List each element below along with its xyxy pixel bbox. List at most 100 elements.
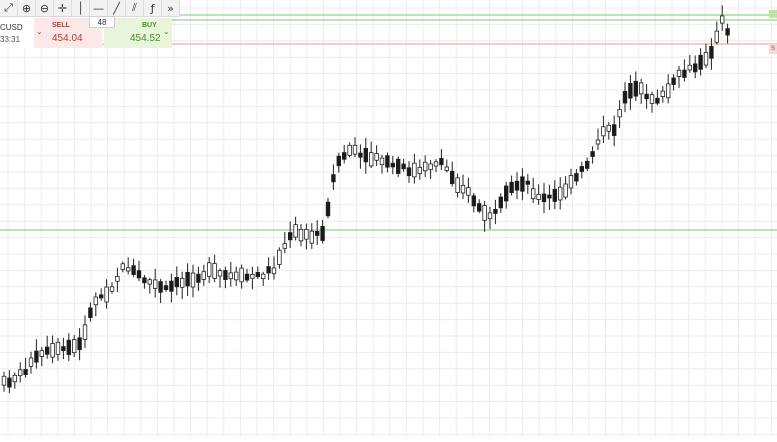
candle-body xyxy=(163,285,169,291)
trend-line-icon[interactable]: ╱ xyxy=(108,0,126,16)
candle-body xyxy=(563,183,568,198)
candle-body xyxy=(142,277,147,284)
candle-body xyxy=(595,139,601,145)
candle-body xyxy=(72,339,77,354)
buy-line-handle[interactable] xyxy=(769,10,777,18)
sell-price: 454.04 xyxy=(52,33,83,44)
symbol-name: CUSD xyxy=(0,23,23,32)
candle-body xyxy=(363,147,368,163)
buy-label: BUY xyxy=(142,22,157,29)
candle-body xyxy=(639,82,644,95)
candle-body xyxy=(633,80,638,97)
candle-body xyxy=(698,54,703,70)
candle-body xyxy=(568,175,574,189)
candle-body xyxy=(233,271,239,281)
crosshair-icon[interactable]: ✛ xyxy=(54,0,72,16)
candle-body xyxy=(374,153,379,161)
candle-body xyxy=(223,270,228,281)
candle-body xyxy=(671,77,676,85)
candle-body xyxy=(23,369,28,375)
chevron-down-icon[interactable]: ⌄ xyxy=(36,27,43,36)
candle-body xyxy=(439,157,444,166)
candle-body xyxy=(93,296,98,306)
more-tools-icon[interactable]: » xyxy=(162,0,180,16)
buy-button[interactable]: BUY 454.52 ⌄ xyxy=(104,18,172,48)
candle-body xyxy=(660,90,665,97)
candle-body xyxy=(498,196,503,209)
lot-size-input[interactable]: 48 xyxy=(89,16,115,28)
candle-body xyxy=(579,166,584,172)
candle-body xyxy=(206,262,212,277)
candle-body xyxy=(606,124,611,132)
horizontal-line-icon[interactable]: — xyxy=(90,0,108,16)
candle-body xyxy=(217,270,223,277)
candle-body xyxy=(449,170,455,185)
candle-body xyxy=(152,279,158,289)
candle-body xyxy=(331,174,336,183)
candle-body xyxy=(720,15,725,24)
candle-body xyxy=(325,201,331,217)
candle-body xyxy=(417,167,422,174)
candle-body xyxy=(82,324,88,340)
candle-body xyxy=(676,69,682,77)
candle-body xyxy=(115,276,120,282)
candle-body xyxy=(514,180,520,191)
zoom-out-icon[interactable]: ⊖ xyxy=(36,0,54,16)
candle-body xyxy=(503,185,509,202)
vertical-line-icon[interactable]: │ xyxy=(72,0,90,16)
candle-body xyxy=(260,273,266,280)
zoom-in-icon[interactable]: ⊕ xyxy=(18,0,36,16)
candle-body xyxy=(136,270,142,279)
candle-body xyxy=(109,286,115,292)
candle-body xyxy=(687,64,692,71)
candle-body xyxy=(352,144,358,155)
candle-body xyxy=(428,163,433,171)
candle-body xyxy=(28,357,34,367)
channel-icon[interactable]: ⫽ xyxy=(126,0,144,16)
trade-ticket: CUSD 33:31 ⌄ SELL 454.04 BUY 454.52 ⌄ 48 xyxy=(0,16,172,48)
candle-body xyxy=(709,46,714,59)
candle-body xyxy=(655,97,660,104)
candle-body xyxy=(336,155,341,167)
crosshair-chart-icon[interactable]: ⤢ xyxy=(0,0,18,16)
sell-line-handle[interactable]: S xyxy=(769,44,777,54)
candle-body xyxy=(622,91,628,104)
candle-body xyxy=(169,280,174,292)
candle-body xyxy=(271,267,277,275)
candle-body xyxy=(131,265,136,275)
candle-body xyxy=(212,263,217,279)
candle-body xyxy=(617,109,622,118)
symbol-box: CUSD 33:31 xyxy=(0,18,34,48)
candle-body xyxy=(61,346,66,352)
chevron-down-icon[interactable]: ⌄ xyxy=(163,27,170,36)
candle-body xyxy=(7,377,12,388)
candle-body xyxy=(714,30,719,43)
candle-body xyxy=(487,212,493,220)
candle-body xyxy=(444,166,449,171)
candle-body xyxy=(201,271,206,280)
candle-body xyxy=(12,374,17,383)
candle-body xyxy=(422,161,428,172)
candle-body xyxy=(482,205,487,221)
candle-body xyxy=(558,186,563,201)
candle-body xyxy=(88,307,93,318)
candle-body xyxy=(460,184,466,194)
candle-body xyxy=(433,161,439,167)
fibonacci-icon[interactable]: ƒ xyxy=(144,0,162,16)
candle-body xyxy=(66,339,71,356)
candle-body xyxy=(50,343,55,358)
candle-body xyxy=(320,226,325,241)
candle-body xyxy=(455,177,460,193)
candle-body xyxy=(547,194,552,199)
candle-body xyxy=(536,193,541,200)
candle-body xyxy=(314,231,320,236)
candle-body xyxy=(77,337,82,351)
candle-body xyxy=(552,188,557,202)
candle-body xyxy=(45,346,50,355)
candle-body xyxy=(412,162,417,178)
candle-body xyxy=(379,157,385,166)
candle-body xyxy=(174,276,179,288)
candle-body xyxy=(341,152,347,160)
